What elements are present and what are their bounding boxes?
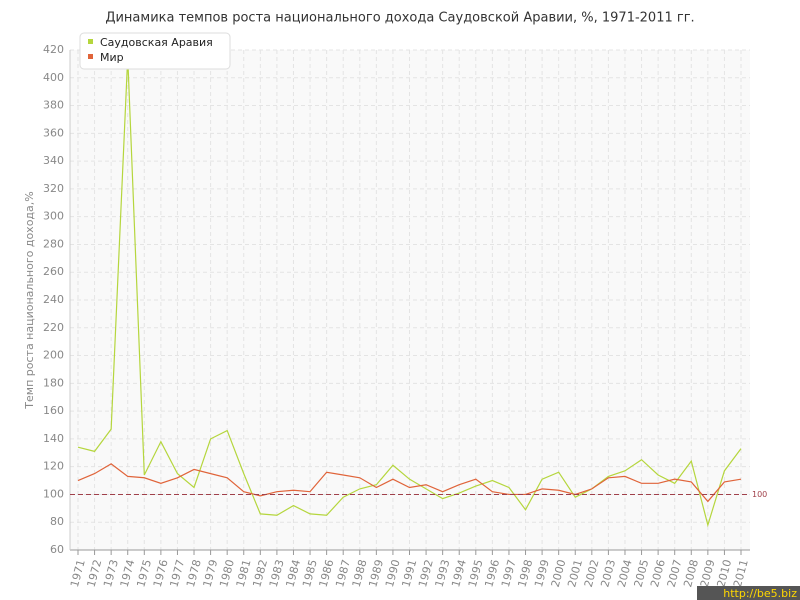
legend-label: Мир: [100, 51, 124, 64]
y-tick-label: 420: [43, 43, 64, 56]
y-tick-label: 220: [43, 321, 64, 334]
series-line: [77, 463, 742, 503]
y-tick-label: 280: [43, 237, 64, 250]
y-axis-label: Темп роста национального дохода,%: [23, 191, 36, 409]
watermark-bg: [697, 586, 800, 600]
y-tick-label: 140: [43, 432, 64, 445]
y-tick-label: 300: [43, 210, 64, 223]
y-tick-label: 380: [43, 99, 64, 112]
y-tick-label: 200: [43, 349, 64, 362]
legend-swatch: [88, 54, 93, 59]
y-tick-label: 260: [43, 265, 64, 278]
y-tick-label: 80: [50, 515, 64, 528]
y-tick-label: 100: [43, 487, 64, 500]
y-tick-label: 400: [43, 71, 64, 84]
legend-label: Саудовская Аравия: [100, 36, 213, 49]
y-tick-label: 160: [43, 404, 64, 417]
y-tick-label: 60: [50, 543, 64, 556]
y-tick-label: 320: [43, 182, 64, 195]
y-tick-label: 340: [43, 154, 64, 167]
legend-box: [79, 32, 231, 70]
x-tick-label: 2011: [731, 558, 751, 588]
reference-label: 100: [752, 490, 767, 499]
y-tick-label: 240: [43, 293, 64, 306]
y-tick-label: 360: [43, 126, 64, 139]
y-tick-label: 180: [43, 376, 64, 389]
watermark: http://be5.biz: [723, 587, 797, 600]
legend-swatch: [88, 39, 93, 44]
y-tick-label: 120: [43, 460, 64, 473]
chart-title: Динамика темпов роста национального дохо…: [105, 11, 694, 26]
series-line: [77, 56, 742, 528]
